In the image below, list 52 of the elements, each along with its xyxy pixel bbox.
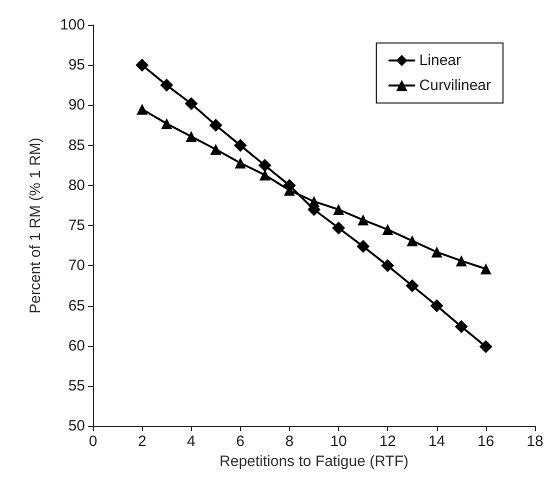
point xyxy=(184,97,198,110)
point xyxy=(356,240,370,253)
y-tick-label: 85 xyxy=(68,136,85,154)
x-tick-label: 10 xyxy=(330,433,347,450)
x-tick-label: 12 xyxy=(379,433,396,450)
point xyxy=(210,144,222,155)
y-tick-label: 60 xyxy=(68,337,85,354)
y-tick-label: 65 xyxy=(68,297,85,314)
point xyxy=(479,340,492,354)
point xyxy=(308,196,320,207)
y-tick-label: 90 xyxy=(68,96,85,114)
x-tick-label: 8 xyxy=(285,433,294,450)
point xyxy=(358,214,369,226)
point xyxy=(480,263,492,274)
x-tick-label: 6 xyxy=(236,433,245,450)
point xyxy=(406,235,418,246)
x-tick-label: 4 xyxy=(187,433,196,450)
point xyxy=(161,118,172,130)
point xyxy=(136,58,149,72)
y-tick-label: 70 xyxy=(68,257,85,274)
point xyxy=(209,118,222,132)
y-tick-label: 95 xyxy=(68,56,85,74)
point xyxy=(333,204,344,216)
y-tick-label: 55 xyxy=(68,377,85,394)
y-tick-label: 75 xyxy=(68,217,85,234)
y-tick-label: 80 xyxy=(68,176,85,194)
x-tick-label: 18 xyxy=(526,433,544,450)
x-tick-label: 0 xyxy=(88,433,98,450)
point xyxy=(454,320,468,334)
point xyxy=(431,246,442,258)
point xyxy=(332,221,346,234)
y-axis-title: Percent of 1 RM (% 1 RM) xyxy=(27,138,44,314)
x-tick-label: 2 xyxy=(138,433,146,450)
y-tick-label: 50 xyxy=(68,418,85,435)
point xyxy=(234,138,247,152)
point xyxy=(258,158,272,172)
point xyxy=(160,78,174,92)
point xyxy=(456,255,467,266)
point xyxy=(381,259,394,272)
y-tick-label: 100 xyxy=(60,16,85,34)
point xyxy=(259,170,270,181)
x-axis-title: Repetitions to Fatigue (RTF) xyxy=(220,453,408,470)
legend-label: Linear xyxy=(419,52,462,69)
point xyxy=(382,224,394,236)
point xyxy=(186,131,197,142)
legend-label: Curvilinear xyxy=(419,77,492,94)
point xyxy=(136,104,148,115)
point xyxy=(430,299,444,312)
x-tick-label: 14 xyxy=(428,433,446,450)
point xyxy=(234,157,246,168)
point xyxy=(406,279,419,292)
x-tick-label: 16 xyxy=(478,433,494,450)
